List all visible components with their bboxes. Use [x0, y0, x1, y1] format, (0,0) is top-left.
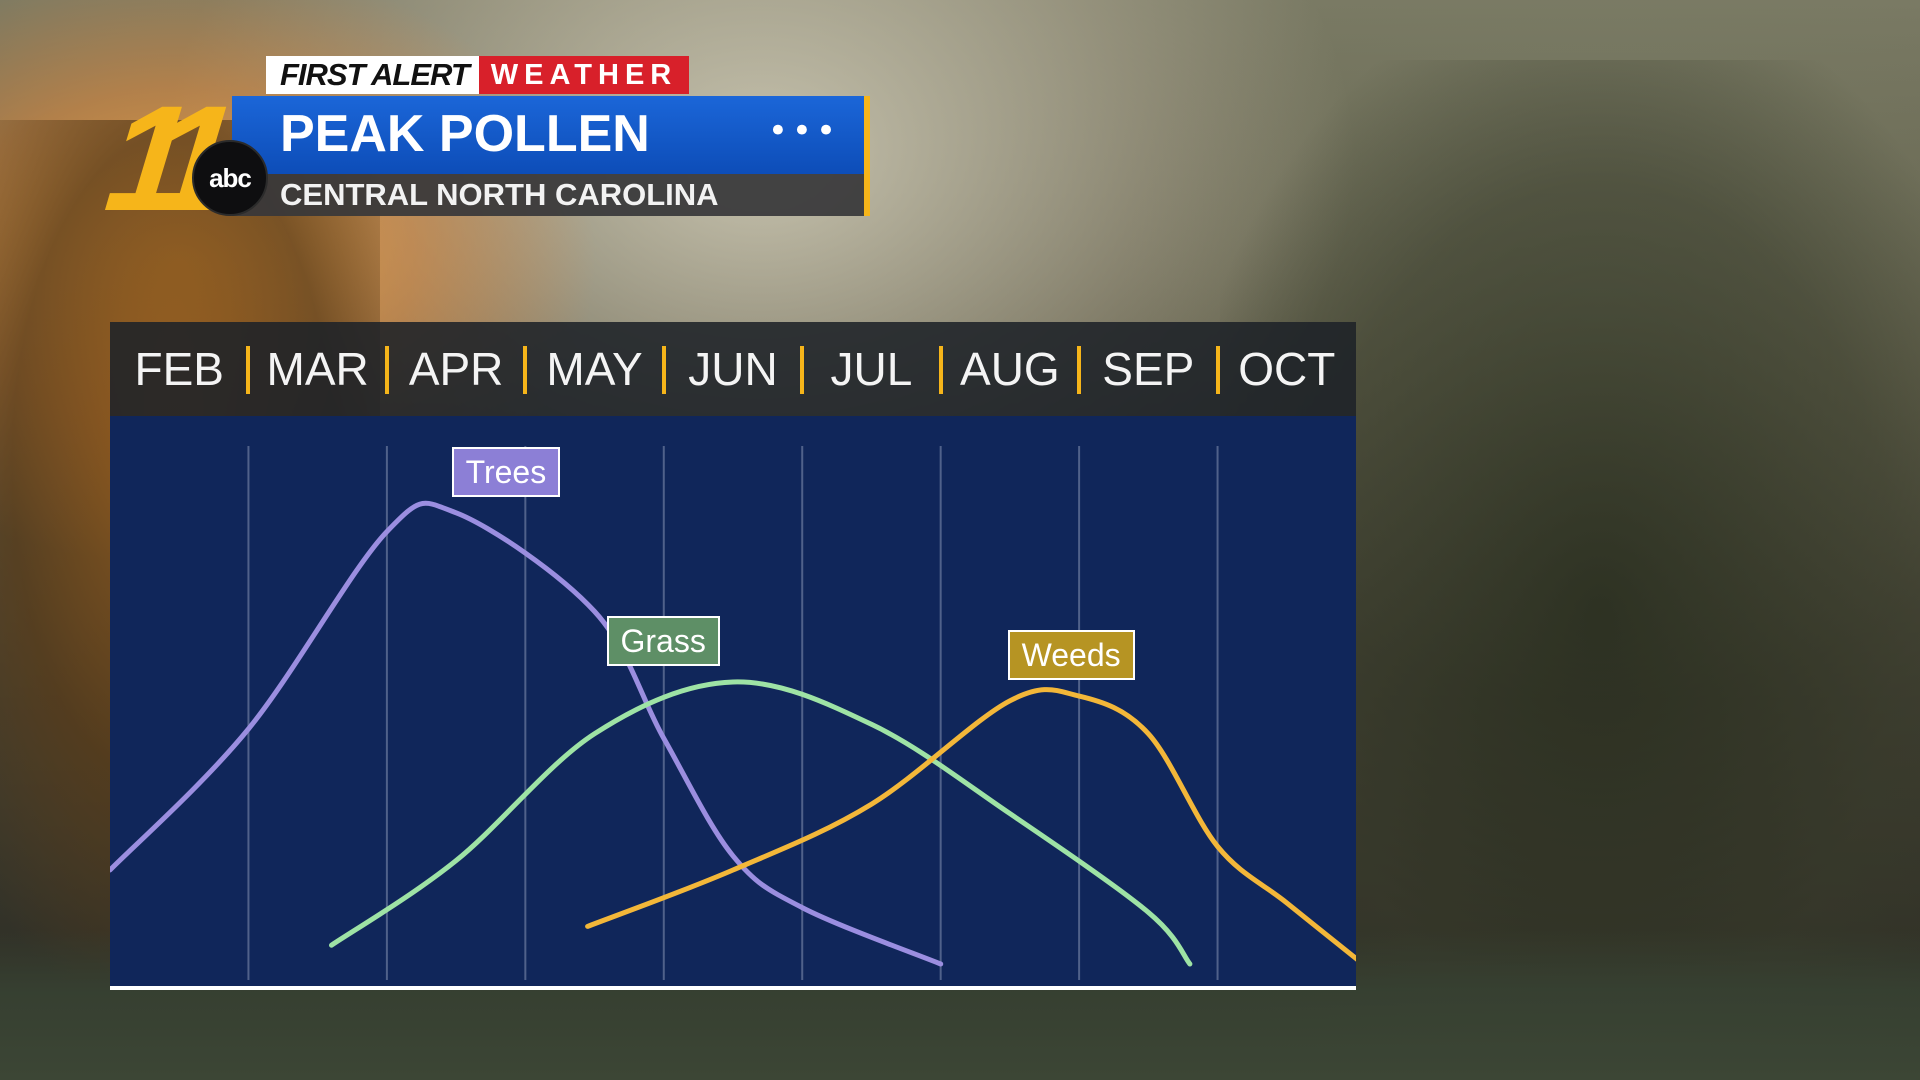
month-separator: [800, 346, 805, 394]
x-tick-label-aug: AUG: [960, 343, 1060, 395]
month-separator: [938, 346, 943, 394]
series-line-grass: [329, 679, 1193, 967]
x-tick-label-feb: FEB: [134, 343, 224, 395]
series-label-trees: Trees: [451, 446, 561, 497]
page-subtitle: CENTRAL NORTH CAROLINA: [280, 177, 719, 212]
subtitle-bar: CENTRAL NORTH CAROLINA: [232, 174, 866, 216]
x-tick-label-apr: APR: [408, 343, 504, 395]
first-alert-logo: FIRST ALERT: [266, 56, 479, 94]
series-label-weeds: Weeds: [1007, 630, 1135, 681]
network-logo: abc: [192, 140, 268, 216]
month-separator: [1215, 346, 1220, 394]
x-tick-label-mar: MAR: [266, 343, 369, 395]
month-separator: [1077, 346, 1082, 394]
series-line-trees: [110, 500, 944, 967]
x-tick-label-sep: SEP: [1102, 343, 1195, 395]
x-tick-label-jul: JUL: [830, 343, 913, 395]
chart-baseline: [110, 986, 1356, 990]
more-dots-icon: •••: [767, 111, 840, 151]
pollen-chart: [110, 446, 1356, 980]
x-tick-label-oct: OCT: [1238, 343, 1336, 395]
x-tick-label-jun: JUN: [688, 343, 778, 395]
chart-plot-area: Trees Grass Weeds: [110, 416, 1356, 988]
month-separator: [246, 346, 251, 394]
series-line-weeds: [585, 687, 1356, 962]
series-label-grass: Grass: [606, 616, 720, 666]
title-accent-bar: [864, 96, 870, 216]
brand-bar: FIRST ALERT WEATHER: [266, 56, 690, 94]
page-title: PEAK POLLEN: [280, 105, 650, 163]
month-separator: [384, 346, 389, 394]
month-axis-header: FEB MAR APR MAY JUN JUL AUG SEP OCT: [110, 322, 1356, 416]
title-bar: PEAK POLLEN •••: [232, 96, 866, 174]
month-separator: [523, 346, 528, 394]
month-separator: [661, 346, 666, 394]
x-tick-label-may: MAY: [546, 343, 643, 395]
weather-logo: WEATHER: [478, 56, 690, 94]
